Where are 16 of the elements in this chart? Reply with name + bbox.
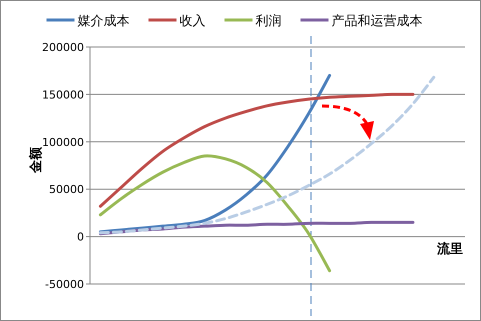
line-series (98, 76, 436, 234)
y-tick-label: 100000 (42, 136, 84, 149)
legend-label: 收入 (180, 14, 206, 29)
line-series (98, 154, 332, 272)
legend-label: 媒介成本 (78, 14, 130, 29)
y-tick-label: 200000 (42, 41, 84, 54)
y-tick-label: 150000 (42, 88, 84, 102)
y-tick-label: 0 (77, 230, 84, 244)
y-tick-label: 50000 (49, 183, 84, 196)
line-series (98, 92, 414, 208)
legend-label: 利润 (256, 14, 282, 29)
line-series (98, 74, 332, 234)
y-axis-title: 金额 (28, 146, 44, 174)
x-axis-title: 流里 (436, 241, 463, 257)
y-tick-label: -50000 (45, 278, 84, 291)
legend-label: 产品和运营成本 (332, 14, 422, 29)
